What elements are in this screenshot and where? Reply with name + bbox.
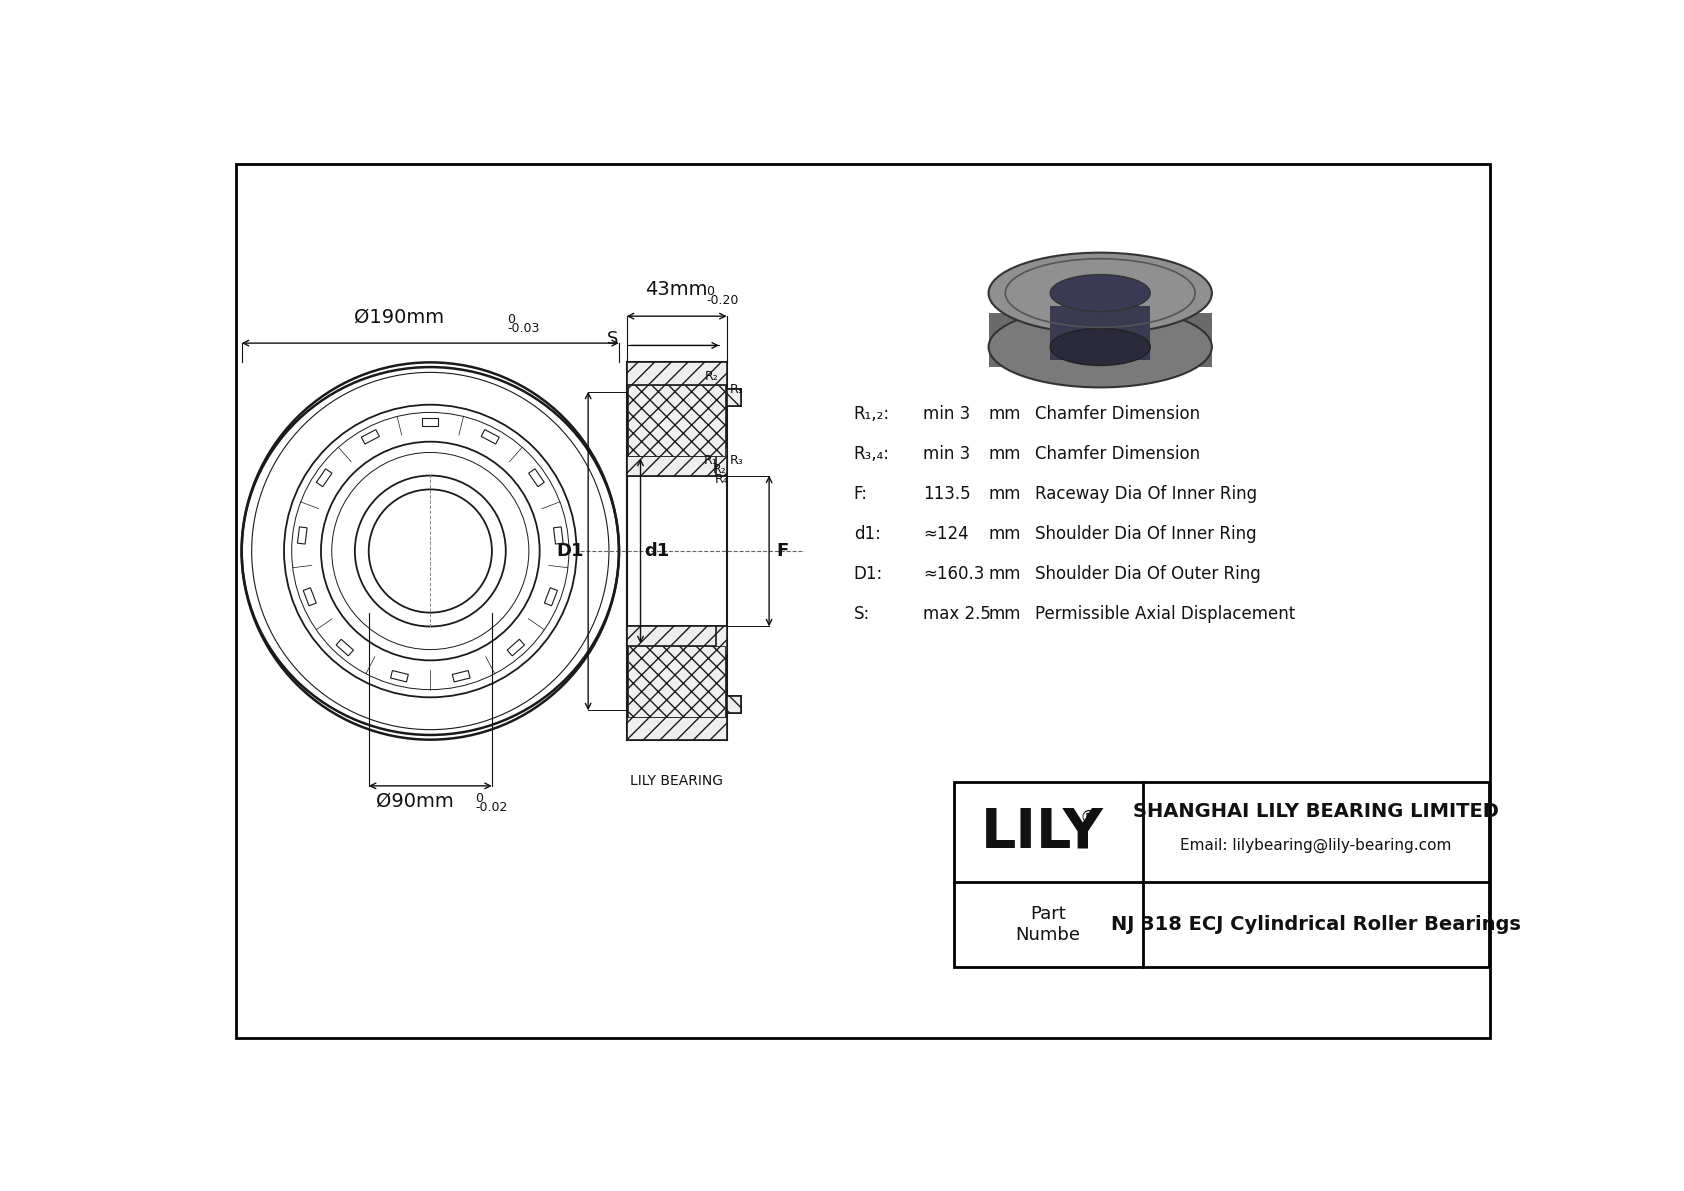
Text: mm: mm: [989, 525, 1021, 543]
Text: -0.20: -0.20: [706, 294, 738, 307]
Text: min 3: min 3: [923, 405, 970, 423]
Bar: [628, 646, 726, 717]
Text: mm: mm: [989, 605, 1021, 623]
Bar: [716, 447, 727, 475]
Text: mm: mm: [989, 485, 1021, 503]
Text: -0.03: -0.03: [507, 323, 539, 336]
Bar: [303, 587, 317, 606]
Text: 113.5: 113.5: [923, 485, 970, 503]
Text: Shoulder Dia Of Outer Ring: Shoulder Dia Of Outer Ring: [1034, 565, 1261, 582]
Text: F: F: [776, 542, 790, 560]
Bar: [507, 640, 524, 656]
Text: d1:: d1:: [854, 525, 881, 543]
Bar: [716, 626, 727, 655]
Text: ®: ®: [1079, 809, 1098, 828]
Bar: [529, 469, 544, 487]
Text: R₁: R₁: [704, 454, 717, 467]
Text: ≈124: ≈124: [923, 525, 968, 543]
Text: 0: 0: [706, 285, 714, 298]
Text: SHANGHAI LILY BEARING LIMITED: SHANGHAI LILY BEARING LIMITED: [1133, 802, 1499, 821]
Text: 43mm: 43mm: [645, 280, 707, 299]
Bar: [391, 671, 408, 682]
Text: Raceway Dia Of Inner Ring: Raceway Dia Of Inner Ring: [1034, 485, 1256, 503]
Text: max 2.5: max 2.5: [923, 605, 990, 623]
Ellipse shape: [989, 306, 1212, 387]
Bar: [626, 626, 727, 646]
Text: S:: S:: [854, 605, 871, 623]
Text: Permissible Axial Displacement: Permissible Axial Displacement: [1034, 605, 1295, 623]
Text: min 3: min 3: [923, 444, 970, 463]
Polygon shape: [1051, 306, 1150, 360]
Text: R₄: R₄: [716, 473, 729, 486]
Text: D1:: D1:: [854, 565, 882, 582]
Bar: [727, 389, 741, 406]
Text: mm: mm: [989, 444, 1021, 463]
Ellipse shape: [1051, 329, 1150, 366]
Text: Shoulder Dia Of Inner Ring: Shoulder Dia Of Inner Ring: [1034, 525, 1256, 543]
Text: mm: mm: [989, 565, 1021, 582]
Bar: [626, 456, 727, 475]
Bar: [544, 587, 557, 606]
Bar: [423, 418, 438, 426]
Text: LILY: LILY: [980, 805, 1103, 859]
Text: Ø90mm: Ø90mm: [376, 792, 453, 811]
Text: Chamfer Dimension: Chamfer Dimension: [1034, 444, 1201, 463]
Text: R₂: R₂: [712, 463, 727, 476]
Bar: [626, 717, 727, 740]
Text: S: S: [608, 330, 618, 348]
Bar: [317, 469, 332, 487]
Text: Email: lilybearing@lily-bearing.com: Email: lilybearing@lily-bearing.com: [1180, 837, 1452, 853]
Bar: [554, 526, 562, 544]
Bar: [362, 430, 379, 444]
Text: d1: d1: [645, 542, 670, 560]
Bar: [727, 696, 741, 712]
Bar: [953, 782, 1489, 967]
Text: 0: 0: [475, 792, 483, 805]
Polygon shape: [989, 313, 1212, 367]
Bar: [453, 671, 470, 682]
Text: -0.02: -0.02: [475, 802, 507, 815]
Text: Part
Numbe: Part Numbe: [1015, 905, 1081, 944]
Text: R₁: R₁: [729, 382, 744, 395]
Text: F:: F:: [854, 485, 867, 503]
Text: ≈160.3: ≈160.3: [923, 565, 985, 582]
Text: NJ 318 ECJ Cylindrical Roller Bearings: NJ 318 ECJ Cylindrical Roller Bearings: [1111, 915, 1521, 934]
Text: D1: D1: [556, 542, 584, 560]
Text: R₃,₄:: R₃,₄:: [854, 444, 889, 463]
Ellipse shape: [1051, 275, 1150, 312]
Bar: [628, 386, 726, 456]
Text: R₃: R₃: [729, 454, 744, 467]
Text: Chamfer Dimension: Chamfer Dimension: [1034, 405, 1201, 423]
Text: LILY BEARING: LILY BEARING: [630, 774, 722, 788]
Text: mm: mm: [989, 405, 1021, 423]
Bar: [482, 430, 498, 444]
Bar: [626, 362, 727, 386]
Text: R₁,₂:: R₁,₂:: [854, 405, 889, 423]
Bar: [298, 526, 306, 544]
Text: R₂: R₂: [706, 369, 719, 382]
Text: Ø190mm: Ø190mm: [354, 307, 445, 326]
Text: 0: 0: [507, 313, 515, 326]
Ellipse shape: [989, 252, 1212, 333]
Bar: [337, 640, 354, 656]
